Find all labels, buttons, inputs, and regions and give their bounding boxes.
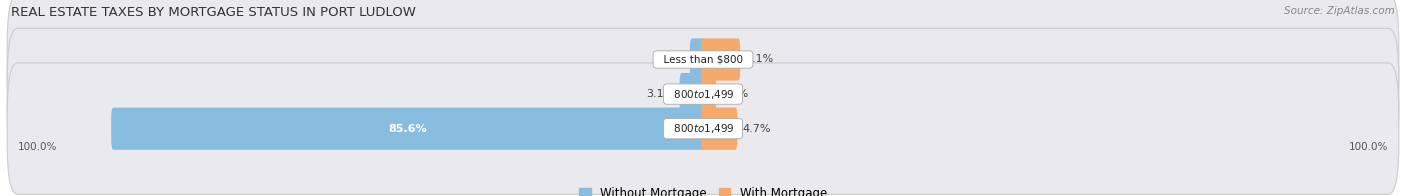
- Text: 5.1%: 5.1%: [745, 54, 773, 64]
- Text: $800 to $1,499: $800 to $1,499: [666, 122, 740, 135]
- Text: 100.0%: 100.0%: [1350, 142, 1389, 152]
- Text: Less than $800: Less than $800: [657, 54, 749, 64]
- Legend: Without Mortgage, With Mortgage: Without Mortgage, With Mortgage: [579, 187, 827, 196]
- FancyBboxPatch shape: [702, 38, 740, 81]
- FancyBboxPatch shape: [690, 38, 704, 81]
- Text: 100.0%: 100.0%: [17, 142, 56, 152]
- FancyBboxPatch shape: [7, 28, 1399, 160]
- Text: REAL ESTATE TAXES BY MORTGAGE STATUS IN PORT LUDLOW: REAL ESTATE TAXES BY MORTGAGE STATUS IN …: [11, 6, 416, 19]
- Text: Source: ZipAtlas.com: Source: ZipAtlas.com: [1284, 6, 1395, 16]
- Text: 1.6%: 1.6%: [657, 54, 685, 64]
- Text: 3.1%: 3.1%: [647, 89, 675, 99]
- FancyBboxPatch shape: [702, 108, 738, 150]
- Text: 1.6%: 1.6%: [721, 89, 749, 99]
- FancyBboxPatch shape: [7, 63, 1399, 194]
- FancyBboxPatch shape: [7, 0, 1399, 125]
- Text: 4.7%: 4.7%: [742, 124, 770, 134]
- Text: $800 to $1,499: $800 to $1,499: [666, 88, 740, 101]
- Text: 85.6%: 85.6%: [389, 124, 427, 134]
- FancyBboxPatch shape: [702, 73, 716, 115]
- FancyBboxPatch shape: [679, 73, 704, 115]
- FancyBboxPatch shape: [111, 108, 704, 150]
